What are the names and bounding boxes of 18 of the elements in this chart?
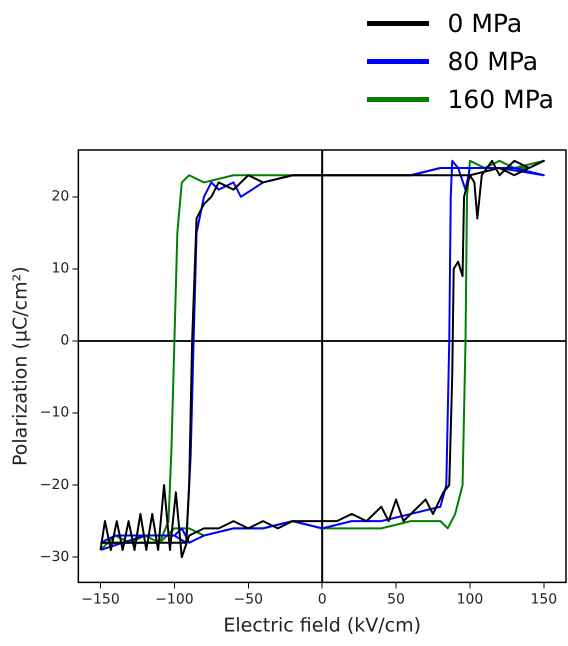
legend-label: 160 MPa	[447, 84, 554, 114]
y-tick-label: 0	[60, 332, 70, 349]
x-tick-label: −150	[81, 591, 120, 608]
x-tick-label: 150	[530, 591, 558, 608]
y-tick-label: −30	[40, 548, 70, 565]
legend-label: 0 MPa	[447, 8, 522, 38]
x-tick-label: −50	[234, 591, 264, 608]
x-tick-label: −100	[155, 591, 194, 608]
x-tick-label: 0	[318, 591, 327, 608]
x-tick-label: 100	[456, 591, 484, 608]
y-tick-label: 10	[52, 260, 70, 277]
x-tick-label: 50	[387, 591, 405, 608]
x-axis-title: Electric field (kV/cm)	[223, 614, 422, 637]
legend-label: 80 MPa	[447, 46, 538, 76]
y-axis-title: Polarization (μC/cm²)	[9, 266, 32, 466]
y-tick-label: −20	[40, 476, 70, 493]
y-tick-label: 20	[52, 188, 70, 204]
y-tick-label: −10	[40, 404, 70, 421]
